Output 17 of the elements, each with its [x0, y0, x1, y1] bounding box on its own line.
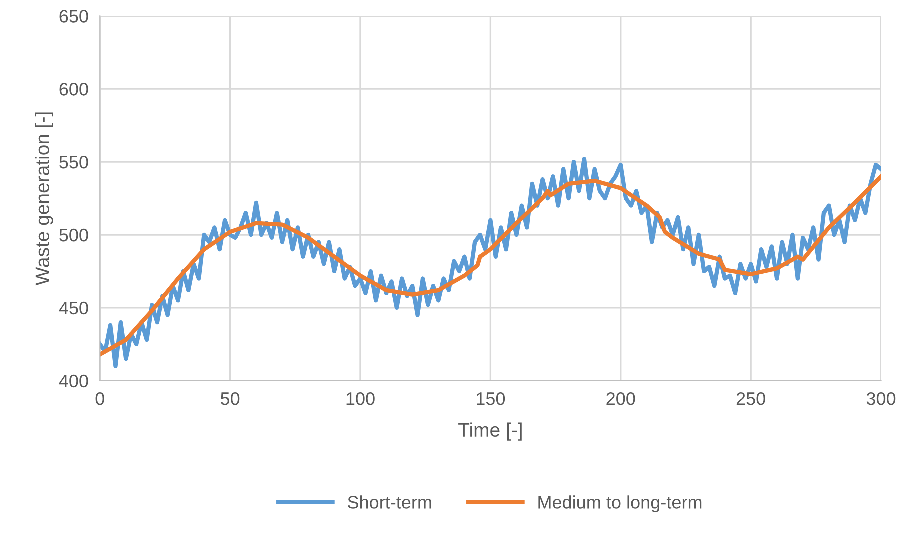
y-tick-label: 600 [60, 83, 88, 96]
x-tick-label: 250 [736, 392, 766, 406]
x-tick-label: 50 [220, 392, 240, 406]
y-tick-label: 450 [59, 302, 88, 315]
y-tick-label: 550 [60, 156, 88, 169]
x-tick-label: 0 [96, 392, 104, 406]
y-tick-label: 400 [59, 374, 88, 388]
legend-label: Medium to long-term [538, 496, 702, 512]
x-tick-label: 150 [477, 392, 506, 406]
x-axis-title: Time [-] [458, 422, 522, 441]
legend-label: Short-term [348, 496, 432, 509]
y-axis-title: Waste generation [-] [35, 112, 54, 286]
x-tick-label: 100 [346, 392, 375, 406]
x-tick-label: 300 [866, 392, 896, 406]
y-tick-label: 650 [60, 10, 88, 23]
x-tick-label: 200 [606, 392, 636, 406]
y-tick-label: 500 [60, 228, 88, 242]
